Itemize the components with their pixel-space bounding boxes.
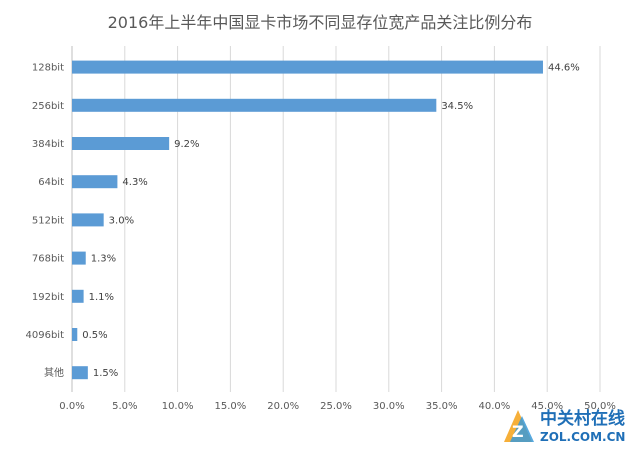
x-tick-label: 35.0% — [426, 401, 458, 412]
zol-watermark: Z 中关村在线 ZOL.COM.CN — [500, 404, 636, 446]
category-label: 64bit — [38, 177, 64, 188]
x-tick-label: 20.0% — [267, 401, 299, 412]
category-label: 192bit — [32, 292, 64, 303]
category-label: 其他 — [44, 366, 64, 379]
category-labels: 128bit 256bit 384bit 64bit 512bit 768bit 192bi… — [26, 63, 65, 380]
watermark-cn: 中关村在线 — [540, 408, 625, 429]
bar — [72, 251, 86, 265]
gridlines — [124, 46, 601, 392]
category-label: 128bit — [32, 63, 64, 74]
watermark-en: ZOL.COM.CN — [540, 430, 625, 444]
bar — [72, 328, 78, 341]
category-label: 256bit — [32, 101, 64, 112]
value-label: 44.6% — [548, 63, 580, 74]
value-label: 0.5% — [82, 330, 107, 341]
bar — [72, 213, 104, 227]
x-tick-label: 5.0% — [112, 401, 137, 412]
bar — [72, 60, 543, 74]
value-label: 4.3% — [122, 177, 147, 188]
bar — [72, 175, 118, 189]
value-label: 3.0% — [109, 215, 134, 226]
category-label: 512bit — [32, 215, 64, 226]
bar — [72, 98, 437, 112]
bars — [72, 60, 543, 380]
category-label: 768bit — [32, 254, 64, 265]
value-label: 1.5% — [93, 368, 118, 379]
x-tick-label: 15.0% — [215, 401, 247, 412]
bar — [72, 137, 170, 150]
category-label: 384bit — [32, 139, 64, 150]
zol-logo-icon: Z 中关村在线 ZOL.COM.CN — [504, 408, 625, 444]
value-label: 34.5% — [441, 101, 473, 112]
value-label: 1.1% — [89, 292, 114, 303]
x-tick-label: 0.0% — [59, 401, 84, 412]
x-tick-label: 50.0% — [584, 401, 616, 412]
value-label: 1.3% — [91, 254, 116, 265]
chart-title: 2016年上半年中国显卡市场不同显存位宽产品关注比例分布 — [108, 13, 533, 32]
x-tick-label: 10.0% — [162, 401, 194, 412]
x-tick-label: 25.0% — [320, 401, 352, 412]
bar — [72, 366, 88, 380]
category-label: 4096bit — [26, 330, 65, 341]
x-tick-label: 30.0% — [373, 401, 405, 412]
x-tick-label: 40.0% — [479, 401, 511, 412]
value-labels: 44.6% 34.5% 9.2% 4.3% 3.0% 1.3% 1.1% 0.5% 1.5% — [82, 63, 579, 380]
value-label: 9.2% — [174, 139, 199, 150]
x-tick-labels: 0.0% 5.0% 10.0% 15.0% 20.0% 25.0% 30.0% 35.0% 40… — [59, 401, 616, 412]
bar — [72, 289, 84, 303]
svg-text:Z: Z — [512, 422, 524, 441]
x-tick-label: 45.0% — [531, 401, 563, 412]
